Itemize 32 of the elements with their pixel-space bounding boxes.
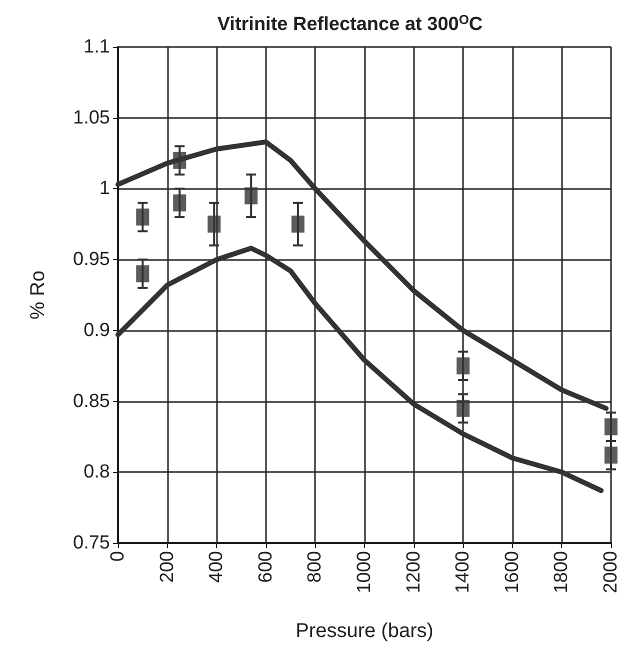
- point: [604, 446, 618, 464]
- x-tick-label: 1200: [403, 551, 424, 594]
- point: [291, 216, 304, 233]
- x-tick-label: 0: [108, 551, 128, 562]
- x-tick-label: 1000: [354, 551, 375, 594]
- y-tick-label: 0.8: [84, 462, 110, 483]
- point: [136, 265, 150, 282]
- point: [136, 208, 150, 226]
- x-tick-label: 800: [304, 551, 326, 583]
- x-tick-label: 400: [206, 551, 228, 583]
- x-tick-label: 2000: [600, 551, 622, 594]
- point: [456, 357, 470, 374]
- point: [604, 418, 618, 436]
- point: [173, 152, 186, 169]
- x-tick-label: 1600: [502, 551, 523, 594]
- y-tick-label: 0.75: [73, 532, 110, 554]
- point: [456, 400, 470, 417]
- y-tick-label: 0.9: [84, 320, 110, 341]
- y-axis-title: % Ro: [27, 270, 49, 320]
- point: [208, 216, 221, 233]
- x-tick-label: 200: [156, 551, 178, 583]
- x-tick-label: 600: [255, 551, 276, 583]
- x-tick-label: 1400: [452, 551, 474, 594]
- y-tick-label: 0.85: [73, 390, 110, 412]
- y-tick-label: 0.95: [73, 249, 110, 270]
- y-tick-label: 1.05: [73, 107, 110, 128]
- y-tick-label: 1: [99, 178, 110, 200]
- point: [173, 194, 186, 212]
- point: [244, 187, 258, 204]
- x-tick-label: 1800: [551, 551, 572, 594]
- x-axis-title: Pressure (bars): [296, 620, 434, 642]
- y-tick-label: 1.1: [84, 36, 110, 58]
